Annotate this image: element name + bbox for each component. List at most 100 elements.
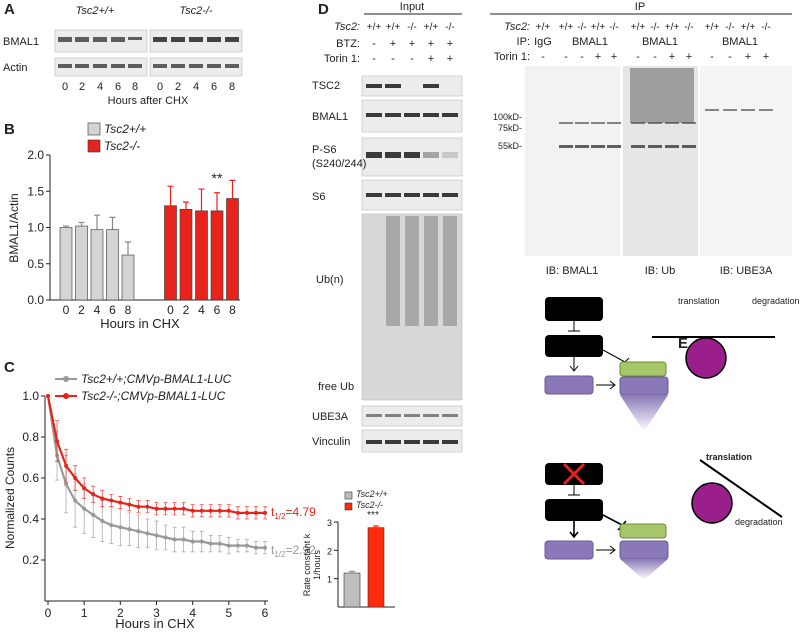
lane-label: - xyxy=(580,51,584,63)
lane-label: 0 xyxy=(62,81,68,93)
point xyxy=(127,527,132,532)
band xyxy=(93,64,107,68)
band xyxy=(648,122,662,124)
bar xyxy=(226,198,239,301)
lane-label: -/- xyxy=(761,22,770,33)
band xyxy=(682,145,696,148)
point xyxy=(100,519,105,524)
band xyxy=(366,152,382,158)
lane-label: + xyxy=(409,38,415,50)
lane-label: - xyxy=(372,38,376,50)
half-life-value: =4.79 xyxy=(285,505,316,519)
lane-label: 6 xyxy=(115,81,121,93)
band xyxy=(423,193,439,197)
lane-label: -/- xyxy=(577,22,586,33)
point xyxy=(263,510,267,515)
x-tick-label: 5 xyxy=(225,606,232,620)
point xyxy=(163,506,168,511)
y-tick-label: 0.6 xyxy=(22,471,39,485)
node xyxy=(619,361,667,377)
band xyxy=(404,414,420,417)
lane-label: + xyxy=(611,51,617,63)
y-tick-label: 1.0 xyxy=(27,221,44,235)
band xyxy=(607,122,621,124)
x-tick-label: 0 xyxy=(45,606,52,620)
diagram-label: translation xyxy=(678,296,720,306)
row-label: free Ub xyxy=(318,381,354,393)
half-life-sub: 1/2 xyxy=(274,512,286,521)
lane-label: -/- xyxy=(407,22,416,33)
arrow xyxy=(569,357,579,372)
band xyxy=(385,193,401,197)
node xyxy=(619,523,667,539)
point xyxy=(253,510,258,515)
marker: 100kD- xyxy=(493,112,522,122)
point xyxy=(244,510,249,515)
diagram-label: degradation xyxy=(735,517,783,527)
legend-swatch xyxy=(344,502,353,511)
lane-label: 4 xyxy=(97,81,103,93)
x-tick-label: 6 xyxy=(262,606,269,620)
point xyxy=(127,502,132,507)
point xyxy=(91,492,96,497)
band xyxy=(58,64,72,68)
bar xyxy=(121,254,135,301)
panel-label: D xyxy=(318,1,329,18)
point xyxy=(244,543,249,548)
band xyxy=(741,109,755,111)
error-bar xyxy=(198,188,205,211)
point xyxy=(190,508,195,513)
point xyxy=(82,506,87,511)
lane-label: BMAL1 xyxy=(642,36,678,48)
x-axis-label: Hours in CHX xyxy=(100,316,180,331)
band xyxy=(404,440,420,444)
legend-label: Tsc2+/+ xyxy=(356,489,388,499)
half-life: t1/2=4.79 xyxy=(271,505,316,521)
lane-label: +/+ xyxy=(536,22,551,33)
point xyxy=(253,545,258,550)
band xyxy=(366,113,382,117)
diagram-label: translation xyxy=(706,452,752,462)
band xyxy=(75,37,89,42)
band xyxy=(207,64,221,68)
band xyxy=(153,64,167,68)
smear xyxy=(405,216,419,326)
band xyxy=(759,109,773,111)
lane-label: 2 xyxy=(175,81,181,93)
diagram-label: degradation xyxy=(752,296,800,306)
bar xyxy=(210,210,224,301)
band xyxy=(366,414,382,417)
band xyxy=(665,122,679,124)
band xyxy=(423,440,439,444)
row-label: BMAL1 xyxy=(3,36,39,48)
lane-label: - xyxy=(710,51,714,63)
y-tick-label: 1 xyxy=(327,575,332,585)
point xyxy=(46,394,50,398)
band xyxy=(366,84,382,88)
row-label: Tsc2: xyxy=(334,21,360,33)
row-label: Vinculin xyxy=(312,436,350,448)
node xyxy=(619,540,669,560)
error-bar xyxy=(78,221,85,227)
marker: 55kD- xyxy=(498,141,522,151)
smear xyxy=(424,216,438,326)
y-tick-label: 2.0 xyxy=(27,148,44,162)
row-label: Torin 1: xyxy=(494,51,530,63)
point xyxy=(55,439,60,444)
lane-label: + xyxy=(447,38,453,50)
error-bar xyxy=(125,241,131,256)
lane-label: + xyxy=(447,53,453,65)
lane-label: + xyxy=(595,51,601,63)
error-bar xyxy=(183,201,189,210)
band xyxy=(607,145,621,148)
point xyxy=(64,463,69,468)
y-axis-label: BMAL1/Actin xyxy=(7,193,21,262)
lane-label: - xyxy=(541,51,545,63)
row-label: Actin xyxy=(3,62,27,74)
y-tick-label: 0.4 xyxy=(22,512,39,526)
band xyxy=(442,193,458,197)
blot-label: IB: Ub xyxy=(645,265,676,277)
band xyxy=(93,37,107,42)
band xyxy=(171,37,185,42)
point xyxy=(199,539,204,544)
